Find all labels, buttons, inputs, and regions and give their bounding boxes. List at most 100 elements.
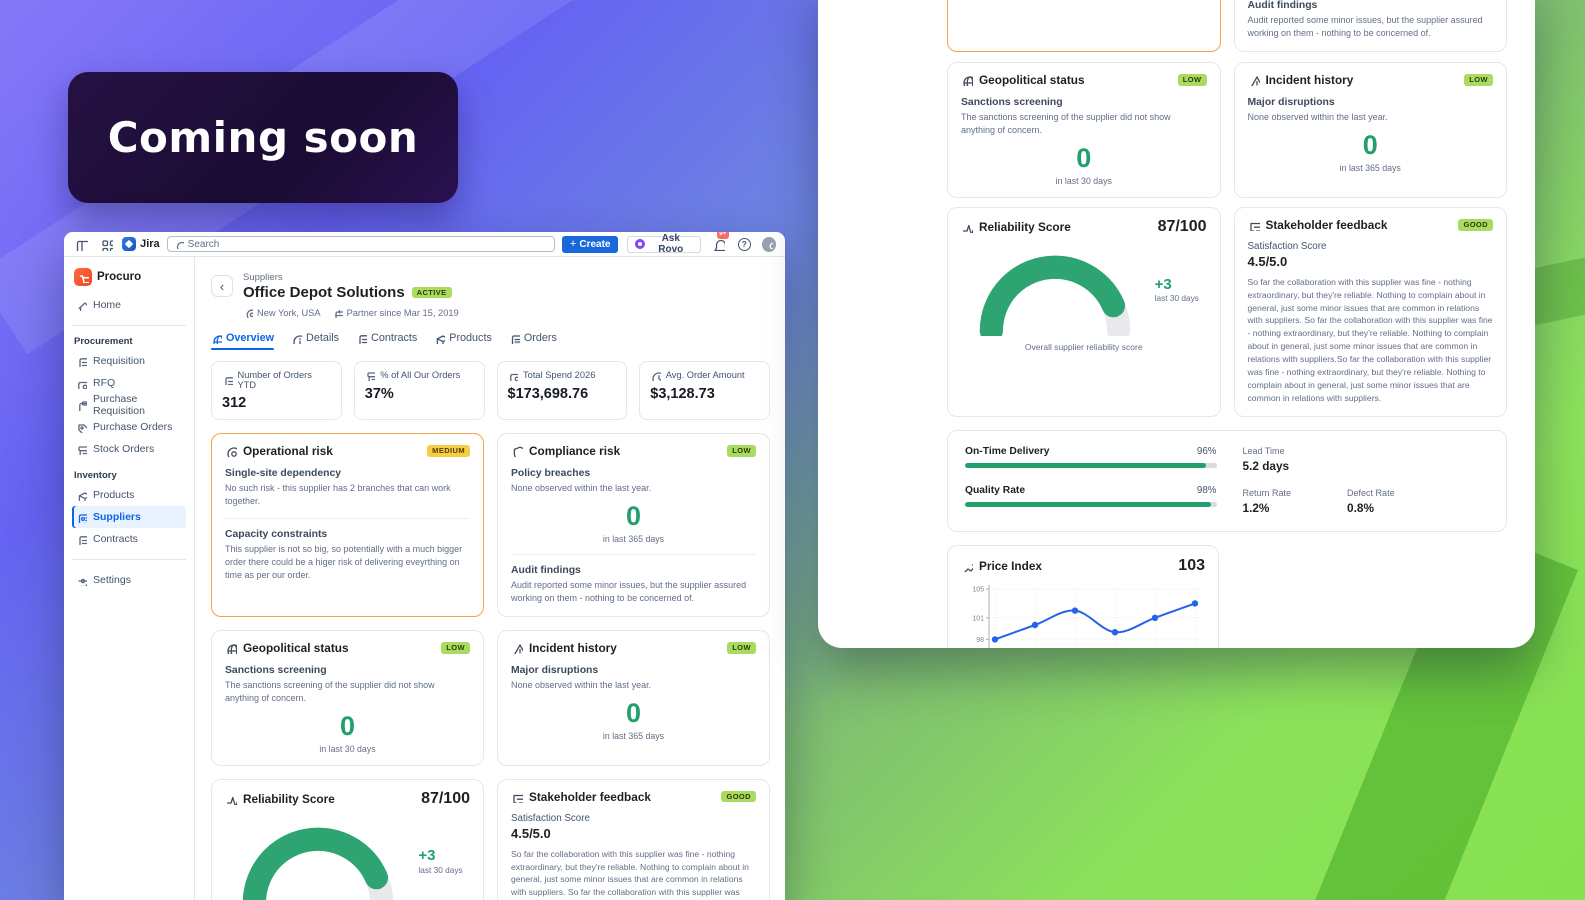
tag-icon bbox=[78, 423, 87, 433]
reliability-score-card: Reliability Score 87/100 +3 last 30 days… bbox=[947, 206, 1221, 417]
person-icon bbox=[767, 242, 774, 249]
count-value: 0 bbox=[625, 697, 642, 728]
card-title: Compliance risk bbox=[529, 444, 621, 458]
sidebar-section-inventory: Inventory bbox=[74, 470, 117, 481]
app-switcher-button[interactable] bbox=[98, 235, 116, 253]
compliance-risk-card-partial: Audit findings Audit reported some minor… bbox=[1233, 0, 1507, 52]
count-caption: in last 365 days bbox=[602, 533, 665, 544]
section-heading: Policy breaches bbox=[511, 468, 591, 479]
stat-label: % of All Our Orders bbox=[380, 370, 461, 381]
svg-text:101: 101 bbox=[972, 615, 984, 622]
tab-details[interactable]: Details bbox=[291, 332, 339, 350]
doc-icon bbox=[79, 535, 87, 545]
count-caption: in last 30 days bbox=[319, 743, 376, 754]
progress-track bbox=[965, 462, 1217, 468]
sidebar-toggle-button[interactable] bbox=[73, 235, 91, 253]
reliability-gauge bbox=[979, 255, 1130, 336]
score-delta: +3 bbox=[418, 847, 436, 865]
stat-avg-order: Avg. Order Amount $3,128.73 bbox=[639, 361, 770, 420]
tab-overview[interactable]: Overview bbox=[211, 332, 275, 350]
sliders-icon bbox=[78, 578, 87, 586]
lead-time-kpi: Lead Time 5.2 days bbox=[1243, 446, 1395, 473]
reliability-score: 87/100 bbox=[421, 789, 470, 807]
sidebar-item-suppliers[interactable]: Suppliers bbox=[72, 506, 186, 528]
count-caption: in last 365 days bbox=[1339, 162, 1401, 173]
stat-value: $3,128.73 bbox=[650, 385, 715, 402]
return-rate-kpi: Return Rate 1.2% bbox=[1243, 488, 1292, 515]
doc-icon bbox=[225, 376, 233, 386]
section-body: The sanctions screening of the supplier … bbox=[225, 679, 435, 703]
incident-history-card: Incident history LOW Major disruptions N… bbox=[1233, 62, 1507, 198]
globe-icon bbox=[227, 644, 237, 654]
section-heading: Major disruptions bbox=[1247, 97, 1335, 108]
location-meta: New York, USA bbox=[243, 308, 321, 318]
metric-label: Quality Rate bbox=[965, 484, 1026, 496]
warning-icon bbox=[512, 644, 523, 654]
card-title: Geopolitical status bbox=[979, 73, 1085, 87]
section-heading: Capacity constraints bbox=[225, 529, 328, 541]
sidebar-item-stock-orders[interactable]: Stock Orders bbox=[72, 438, 186, 460]
tab-orders[interactable]: Orders bbox=[509, 332, 557, 350]
tab-products[interactable]: Products bbox=[434, 332, 492, 350]
ask-rovo-label: Ask Rovo bbox=[658, 233, 684, 255]
jira-home-link[interactable]: Jira bbox=[122, 237, 160, 251]
sidebar-item-purchase-orders[interactable]: Purchase Orders bbox=[72, 416, 186, 438]
notifications-button[interactable]: 9+ bbox=[710, 232, 729, 253]
sidebar: Procuro Home Procurement Requisition RFQ… bbox=[64, 257, 195, 900]
performance-metrics-card: On-Time Delivery 96% Quality Rate 98% Le… bbox=[947, 429, 1507, 532]
metric-value: 98% bbox=[1196, 484, 1217, 496]
metric-label: On-Time Delivery bbox=[965, 445, 1050, 457]
chat-icon bbox=[1249, 222, 1260, 231]
back-button[interactable]: ‹ bbox=[211, 275, 233, 297]
card-title: Incident history bbox=[529, 640, 617, 655]
pin-icon bbox=[246, 309, 253, 318]
partner-since-meta: Partner since Mar 15, 2019 bbox=[333, 308, 459, 318]
geopolitical-status-card: Geopolitical status LOW Sanctions screen… bbox=[211, 629, 484, 766]
section-heading: Major disruptions bbox=[511, 664, 599, 676]
ask-rovo-button[interactable]: Ask Rovo bbox=[627, 233, 701, 255]
stat-total-spend: Total Spend 2026 $173,698.76 bbox=[496, 361, 628, 420]
sidebar-item-requisition[interactable]: Requisition bbox=[72, 350, 186, 372]
sidebar-item-contracts[interactable]: Contracts bbox=[72, 528, 186, 550]
profile-avatar[interactable] bbox=[761, 236, 777, 252]
kpi-label: Return Rate bbox=[1242, 487, 1292, 498]
clipboard-icon bbox=[79, 400, 87, 411]
tab-label: Orders bbox=[523, 332, 557, 344]
count-caption: in last 30 days bbox=[1055, 175, 1112, 186]
svg-text:98: 98 bbox=[976, 637, 984, 644]
coming-soon-text: Coming soon bbox=[107, 112, 419, 162]
risk-badge: LOW bbox=[1177, 74, 1207, 86]
stat-label: Total Spend 2026 bbox=[523, 370, 596, 381]
count-caption: in last 365 days bbox=[602, 730, 665, 741]
stat-label: Avg. Order Amount bbox=[665, 370, 745, 381]
shield-icon bbox=[513, 446, 523, 457]
section-body: The sanctions screening of the supplier … bbox=[961, 112, 1171, 136]
plus-icon: + bbox=[569, 238, 577, 250]
card-divider bbox=[225, 518, 470, 520]
globe-icon bbox=[963, 76, 973, 86]
section-body: This supplier is not so big, so potentia… bbox=[225, 544, 463, 581]
window-right: Audit findings Audit reported some minor… bbox=[818, 0, 1535, 648]
tab-contracts[interactable]: Contracts bbox=[356, 332, 417, 350]
sidebar-item-products[interactable]: Products bbox=[72, 484, 186, 506]
search-bar[interactable] bbox=[166, 236, 555, 252]
sidebar-item-rfq[interactable]: RFQ bbox=[72, 372, 186, 394]
status-badge: ACTIVE bbox=[411, 286, 452, 299]
calendar-icon bbox=[334, 309, 343, 318]
sidebar-item-purchase-requisition[interactable]: Purchase Requisition bbox=[72, 393, 186, 417]
create-button[interactable]: + Create bbox=[561, 235, 619, 253]
building-icon bbox=[78, 513, 87, 523]
doc-icon bbox=[359, 334, 368, 344]
sidebar-item-home[interactable]: Home bbox=[72, 294, 186, 316]
help-button[interactable]: ? bbox=[736, 235, 753, 253]
sidebar-section-procurement: Procurement bbox=[74, 336, 133, 347]
reliability-score: 87/100 bbox=[1157, 217, 1207, 235]
sidebar-item-settings[interactable]: Settings bbox=[72, 569, 186, 591]
satisfaction-label: Satisfaction Score bbox=[511, 812, 590, 824]
procuro-brand[interactable]: Procuro bbox=[72, 266, 186, 294]
section-body: No such risk - this supplier has 2 branc… bbox=[225, 483, 451, 507]
operational-risk-card-partial bbox=[947, 0, 1221, 52]
search-input[interactable] bbox=[187, 238, 548, 250]
tab-label: Overview bbox=[226, 332, 275, 344]
breadcrumb[interactable]: Suppliers bbox=[243, 272, 283, 283]
